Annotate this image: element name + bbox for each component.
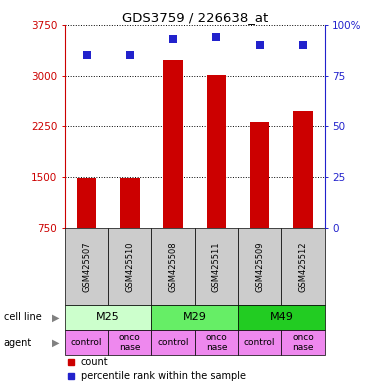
Bar bbox=[281, 228, 325, 305]
Title: GDS3759 / 226638_at: GDS3759 / 226638_at bbox=[122, 11, 268, 24]
Bar bbox=[108, 228, 151, 305]
Bar bbox=[108, 330, 151, 355]
Bar bbox=[120, 178, 139, 228]
Text: M29: M29 bbox=[183, 313, 207, 323]
Text: control: control bbox=[244, 338, 275, 347]
Bar bbox=[151, 330, 195, 355]
Bar bbox=[238, 330, 281, 355]
Bar bbox=[238, 305, 325, 330]
Text: GSM425511: GSM425511 bbox=[212, 241, 221, 291]
Text: onco
nase: onco nase bbox=[206, 333, 227, 352]
Text: GSM425510: GSM425510 bbox=[125, 241, 134, 291]
Text: onco
nase: onco nase bbox=[119, 333, 141, 352]
Text: GSM425509: GSM425509 bbox=[255, 241, 264, 291]
Bar bbox=[65, 330, 108, 355]
Bar bbox=[163, 60, 183, 228]
Bar bbox=[65, 228, 108, 305]
Text: ▶: ▶ bbox=[52, 313, 59, 323]
Bar bbox=[77, 178, 96, 228]
Text: percentile rank within the sample: percentile rank within the sample bbox=[81, 371, 246, 381]
Bar bbox=[151, 228, 195, 305]
Text: agent: agent bbox=[4, 338, 32, 348]
Text: GSM425507: GSM425507 bbox=[82, 241, 91, 291]
Text: control: control bbox=[71, 338, 102, 347]
Bar bbox=[151, 305, 238, 330]
Text: ▶: ▶ bbox=[52, 338, 59, 348]
Bar bbox=[65, 305, 151, 330]
Bar bbox=[195, 330, 238, 355]
Text: M49: M49 bbox=[269, 313, 293, 323]
Text: control: control bbox=[157, 338, 189, 347]
Bar bbox=[281, 330, 325, 355]
Text: count: count bbox=[81, 357, 108, 367]
Bar bbox=[250, 122, 269, 228]
Text: GSM425512: GSM425512 bbox=[299, 241, 308, 291]
Text: cell line: cell line bbox=[4, 313, 42, 323]
Text: onco
nase: onco nase bbox=[292, 333, 314, 352]
Bar bbox=[238, 228, 281, 305]
Bar bbox=[195, 228, 238, 305]
Text: M25: M25 bbox=[96, 313, 120, 323]
Bar bbox=[207, 75, 226, 228]
Text: GSM425508: GSM425508 bbox=[169, 241, 178, 291]
Bar bbox=[293, 111, 313, 228]
